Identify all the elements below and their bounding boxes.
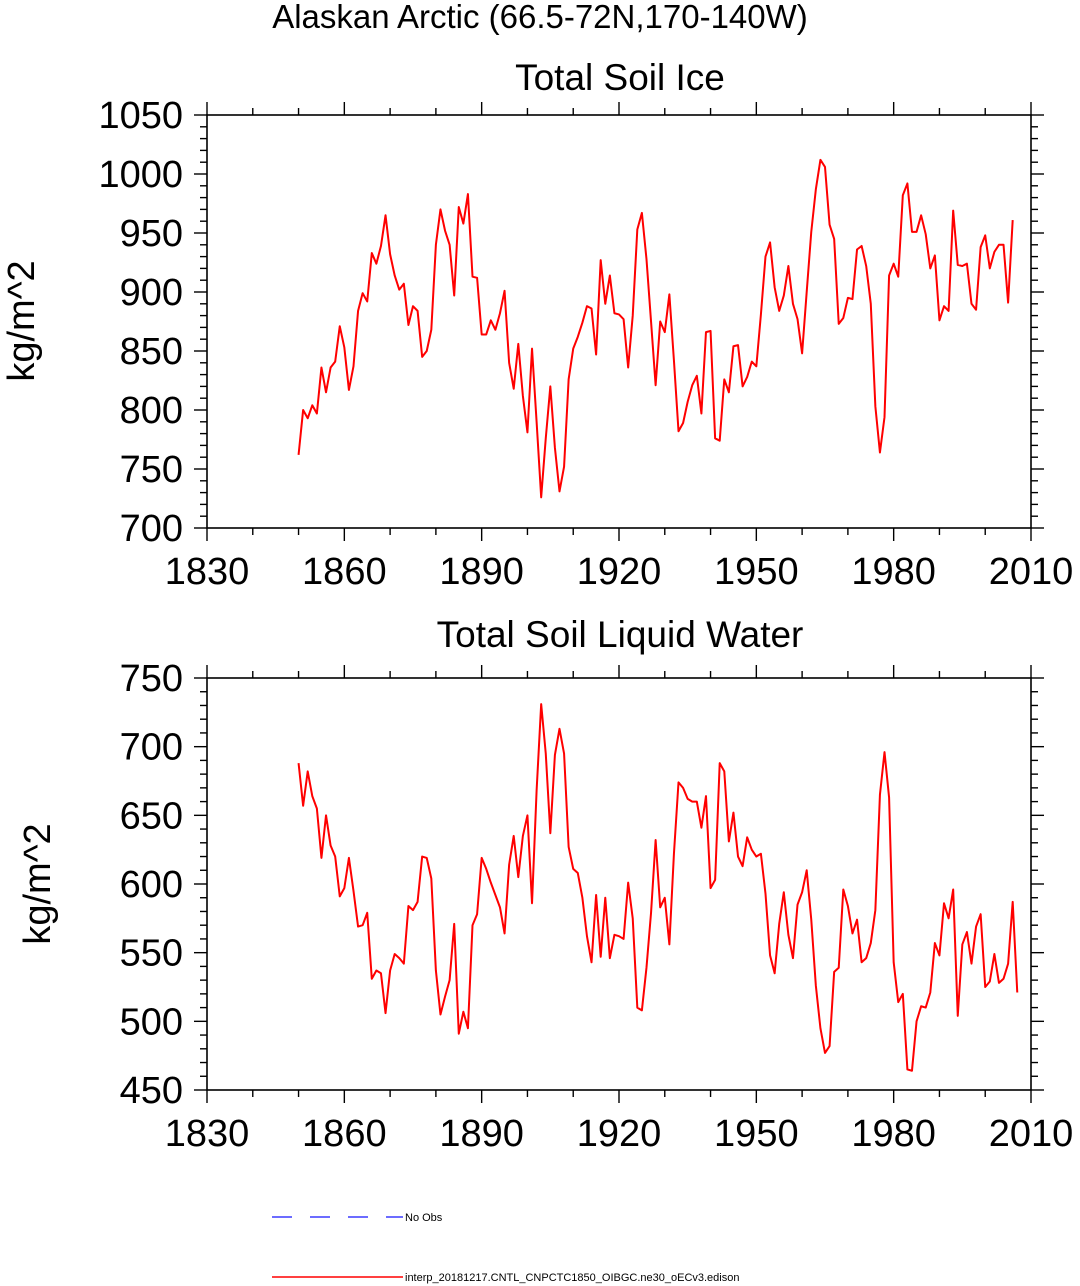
series-line [297, 158, 1014, 499]
y-tick-label: 900 [120, 272, 183, 314]
x-tick-label: 1830 [165, 551, 250, 593]
y-axis-label: kg/m^2 [17, 823, 59, 944]
y-tick-label: 700 [120, 727, 183, 769]
chart-panel-soil-liquid-water: Total Soil Liquid Water kg/m^2 1830 1860 1… [17, 614, 1073, 1155]
x-tick-label: 1980 [851, 1113, 936, 1155]
y-tick-label: 650 [120, 795, 183, 837]
y-tick-label: 550 [120, 933, 183, 975]
x-tick-label: 1950 [714, 1113, 799, 1155]
plot-frame [206, 677, 1032, 1091]
legend: No Obs interp_20181217.CNTL_CNPCTC1850_O… [272, 1212, 739, 1284]
y-tick-label: 600 [120, 864, 183, 906]
y-tick-label: 450 [120, 1070, 183, 1112]
figure-suptitle: Alaskan Arctic (66.5-72N,170-140W) [272, 0, 808, 35]
y-tick-label: 750 [120, 449, 183, 491]
y-tick-label: 750 [120, 658, 183, 700]
x-tick-label: 1920 [577, 551, 662, 593]
plot-frame [206, 114, 1032, 529]
series-line [297, 703, 1019, 1072]
x-tick-label: 1860 [302, 1113, 387, 1155]
y-axis-label: kg/m^2 [1, 260, 43, 381]
chart-title: Total Soil Ice [515, 57, 725, 98]
x-tick-label: 1860 [302, 551, 387, 593]
x-tick-label: 1980 [851, 551, 936, 593]
y-tick-label: 1050 [98, 95, 183, 137]
x-tick-label: 1890 [439, 551, 524, 593]
legend-label-model-run: interp_20181217.CNTL_CNPCTC1850_OIBGC.ne… [405, 1272, 739, 1284]
x-tick-label: 1890 [439, 1113, 524, 1155]
chart-panel-soil-ice: Total Soil Ice kg/m^2 1830 1860 1890 1920 19… [1, 57, 1073, 593]
y-tick-label: 1000 [98, 154, 183, 196]
x-tick-label: 2010 [989, 551, 1074, 593]
chart-title: Total Soil Liquid Water [437, 614, 804, 655]
y-tick-label: 500 [120, 1001, 183, 1043]
y-tick-label: 800 [120, 390, 183, 432]
x-tick-label: 2010 [989, 1113, 1074, 1155]
y-tick-label: 950 [120, 213, 183, 255]
legend-label-no-obs: No Obs [405, 1212, 443, 1224]
y-tick-label: 700 [120, 508, 183, 550]
y-tick-label: 850 [120, 331, 183, 373]
x-tick-label: 1950 [714, 551, 799, 593]
x-tick-label: 1920 [577, 1113, 662, 1155]
x-tick-label: 1830 [165, 1113, 250, 1155]
